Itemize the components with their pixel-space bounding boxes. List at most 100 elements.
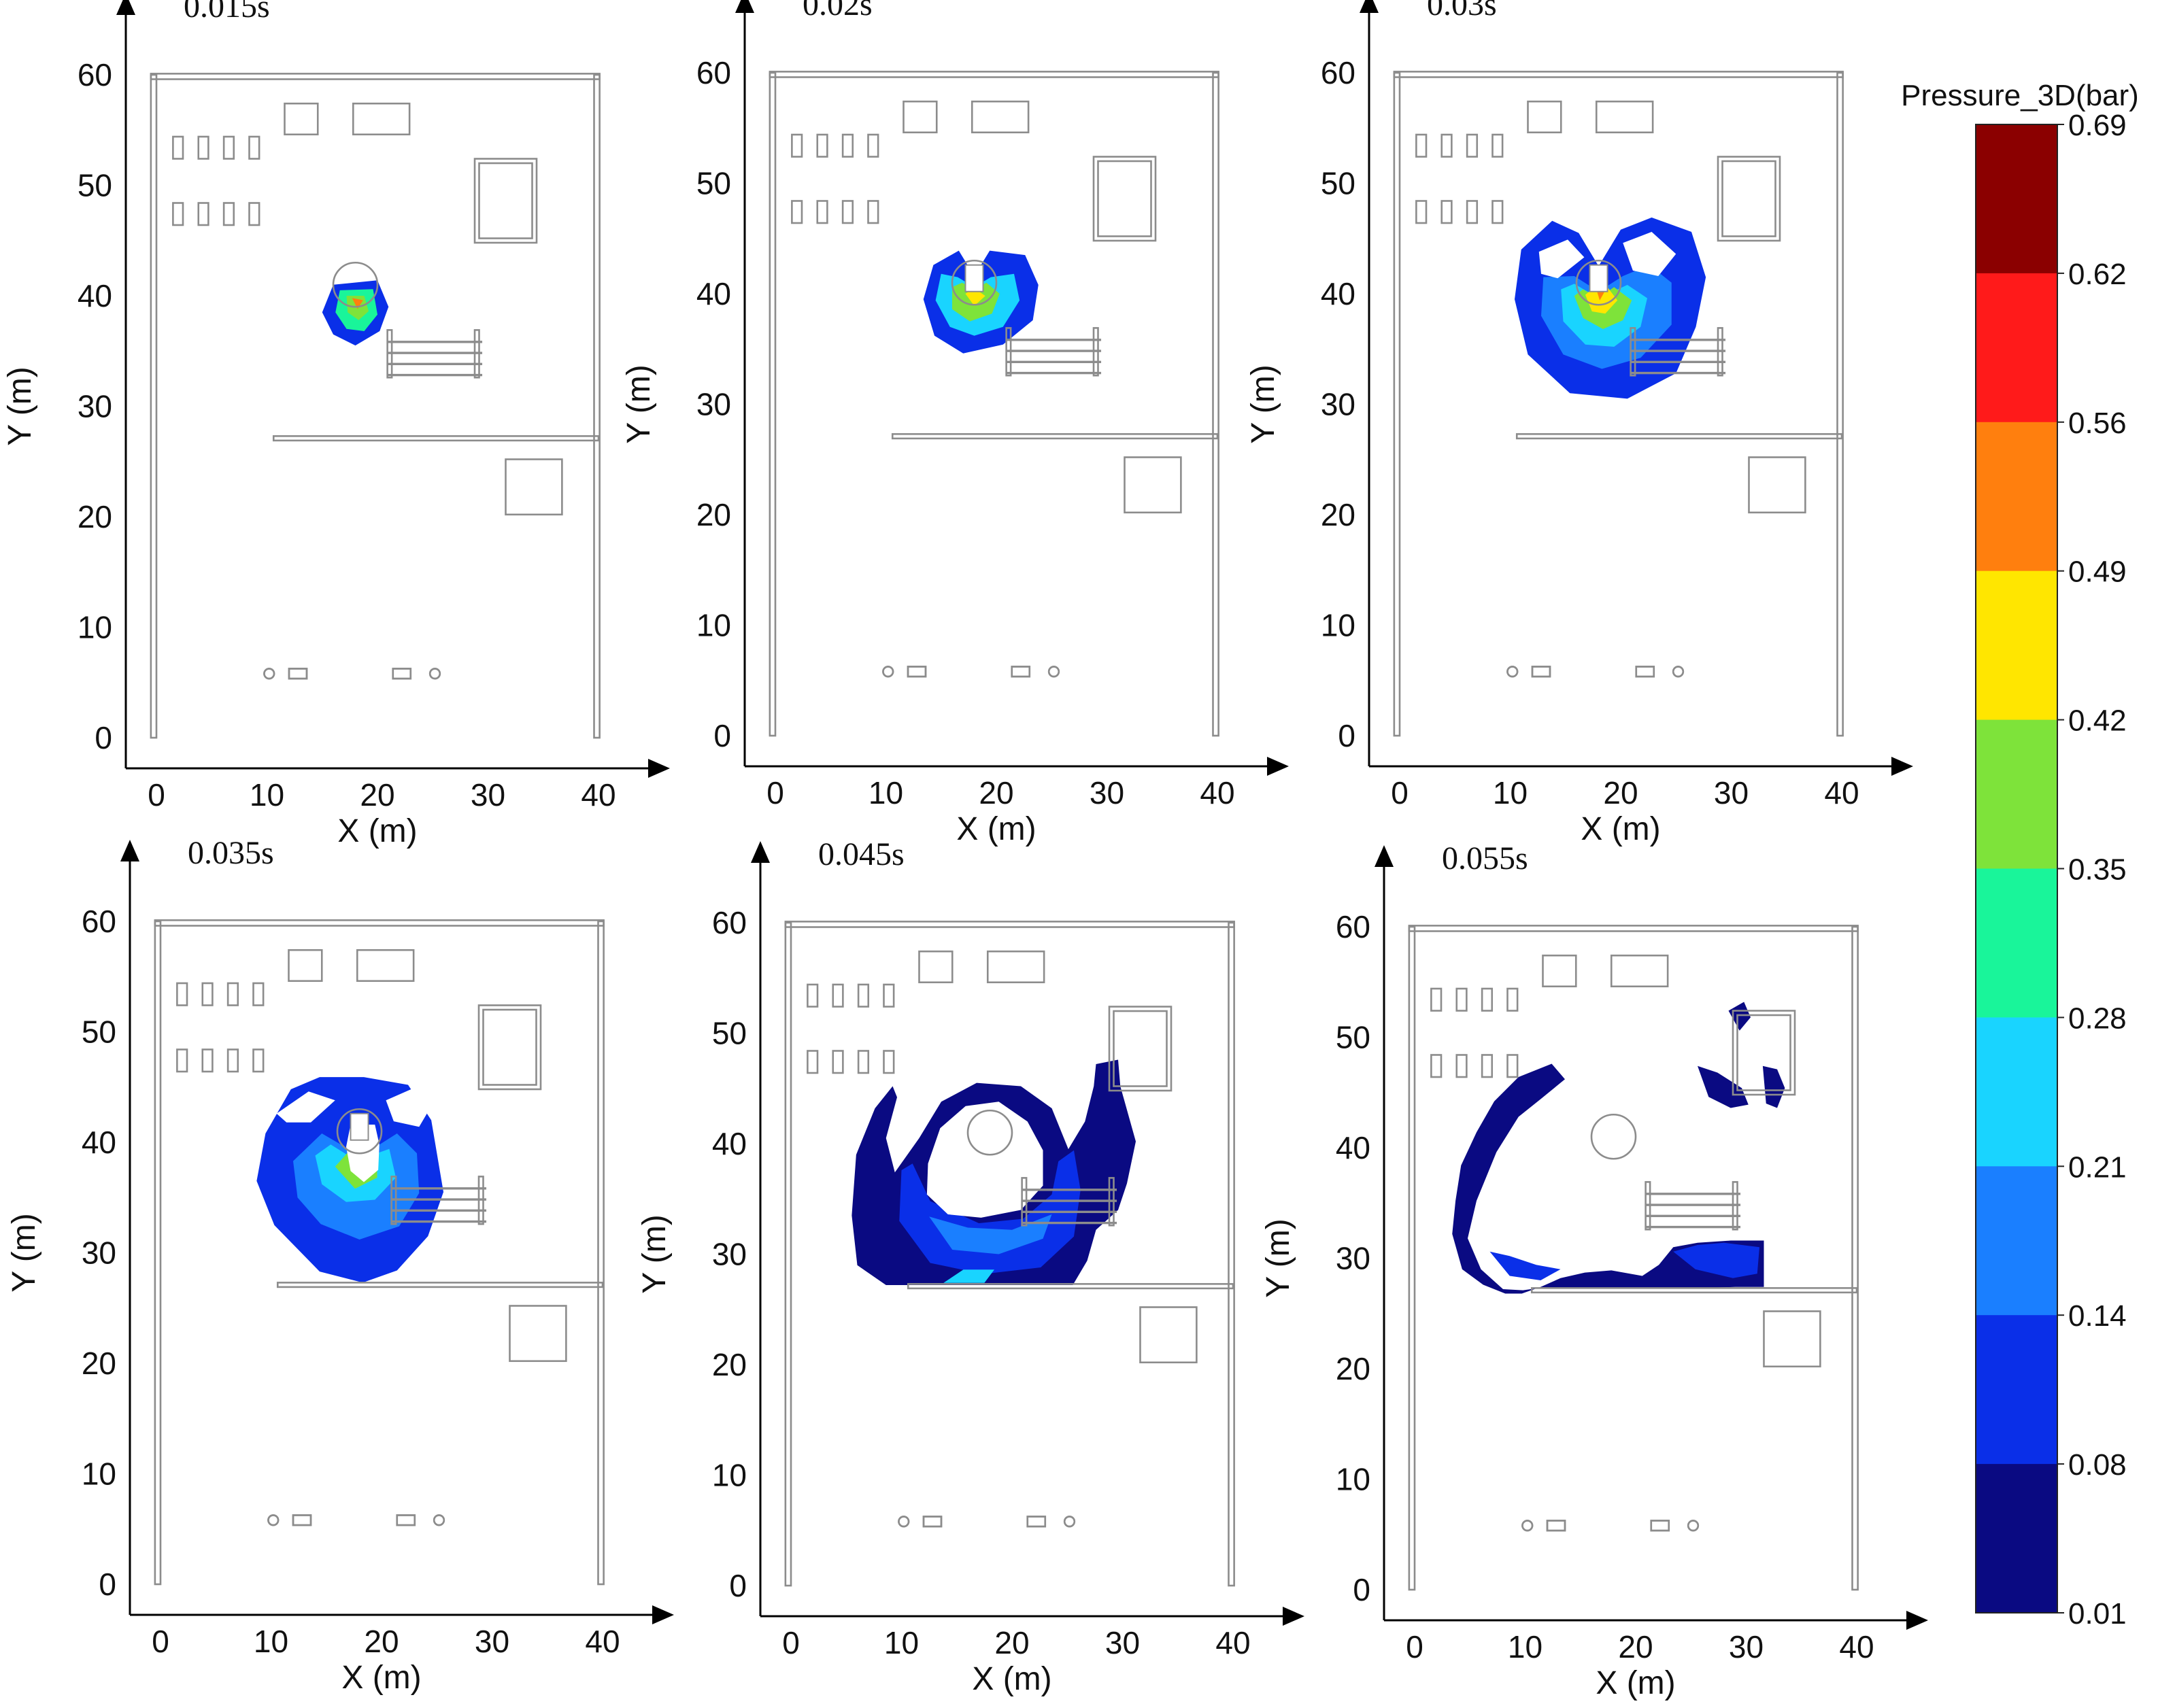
y-tick-label: 50 [1321,166,1355,201]
y-tick-label: 0 [1338,718,1355,753]
small-cell [197,135,209,160]
x-axis-title: X (m) [337,813,417,849]
wall-top [1408,925,1859,932]
wall-left [1393,71,1401,737]
x-tick-label: 30 [475,1624,509,1659]
pressure-band-0.08 [1673,1242,1759,1278]
wall-right [1851,925,1859,1591]
small-cell [816,200,828,224]
x-axis-title: X (m) [341,1660,421,1696]
fixture-box [396,1514,416,1526]
x-tick-label: 10 [884,1625,919,1660]
colorbar-tick-label: 0.08 [2068,1448,2127,1482]
colorbar-tick-label: 0.28 [2068,1002,2127,1035]
rack-post [1021,1177,1028,1227]
fixture-box [288,668,308,680]
small-cell [1430,1054,1443,1078]
y-axis-arrow [116,0,135,15]
y-axis-title: Y (m) [2,366,38,445]
equipment-box [1139,1306,1198,1364]
colorbar-segment [1976,1017,2057,1167]
wall-left [1408,925,1416,1591]
contour-panel: 0 10 20 30 40 0 10 20 30 40 50 60 X (m) Y (m) 0.035s [6,835,674,1696]
y-tick-label: 50 [1336,1020,1370,1055]
partition-wall [1530,1287,1858,1294]
fixture-circle [1672,666,1685,678]
fixture-box [392,668,412,680]
time-label: 0.055s [1442,840,1528,876]
small-cell [841,133,854,158]
y-tick-label: 50 [82,1014,116,1050]
x-tick-label: 20 [360,777,394,813]
pressure-band-0.08 [899,1150,1081,1274]
equipment-cabinet [1092,156,1157,242]
unburnt-region [926,1101,1043,1218]
small-cell [857,1050,870,1074]
pressure-band-0.01 [1728,1002,1751,1031]
fixture-box [907,666,927,678]
ignition-circle [332,261,379,308]
wall-top [769,71,1219,78]
small-cell [201,1048,214,1073]
small-cell [857,983,870,1008]
equipment-box [505,458,563,516]
vent-block [350,1112,369,1141]
x-tick-label: 40 [1200,775,1234,810]
wall-top [150,73,601,80]
y-axis-title: Y (m) [1245,364,1281,443]
fixture-circle [1506,666,1519,678]
x-tick-label: 20 [979,775,1013,810]
small-cell [176,982,188,1006]
y-tick-label: 30 [78,389,112,424]
wall-left [784,921,792,1587]
x-axis-arrow [648,759,670,778]
y-tick-label: 0 [713,718,731,753]
y-tick-label: 40 [78,278,112,313]
y-tick-label: 30 [696,387,731,422]
partition-wall [276,1282,604,1288]
colorbar-tick-label: 0.69 [2068,109,2127,142]
partition-wall [1515,433,1843,440]
time-label: 0.02s [803,0,873,22]
fixture-circle [1521,1520,1534,1532]
rack-bar [391,1220,487,1223]
y-tick-label: 20 [696,497,731,532]
small-cell [1440,133,1453,158]
ignition-circle [951,259,998,306]
equipment-box [1527,100,1562,134]
small-cell [1481,1054,1494,1078]
y-axis-title: Y (m) [637,1214,673,1293]
small-cell [832,983,844,1008]
equipment-box [1748,456,1806,514]
y-tick-label: 20 [712,1347,747,1382]
fixture-box [922,1516,943,1528]
contour-panel: 0 10 20 30 40 0 10 20 30 40 50 60 X (m) Y (m) 0.045s [637,836,1304,1697]
rack-bar [1645,1203,1741,1206]
equipment-box [1610,954,1669,988]
partition-wall [907,1283,1234,1290]
rack-bar [1022,1189,1117,1191]
x-tick-label: 40 [1824,775,1859,810]
y-tick-label: 20 [82,1346,116,1381]
x-tick-label: 40 [581,777,616,813]
x-tick-label: 30 [1105,1625,1140,1660]
rack-bar [1006,349,1102,352]
pressure-band-0.14 [929,1214,1052,1254]
pressure-band-0.42 [965,288,985,306]
contour-panel: 0 10 20 30 40 0 10 20 30 40 50 60 X (m) Y (m) 0.015s [2,0,670,849]
equipment-cabinet-inner [1113,1010,1168,1087]
small-cell [832,1050,844,1074]
equipment-cabinet [1732,1010,1796,1096]
fixture-circle [263,668,275,680]
x-tick-label: 30 [1714,775,1749,810]
x-tick-label: 20 [994,1625,1029,1660]
y-axis-arrow [1375,845,1394,867]
x-tick-label: 10 [1508,1629,1542,1664]
x-axis-title: X (m) [1581,811,1660,847]
fixture-circle [428,668,441,680]
rack-bar [391,1187,487,1190]
equipment-cabinet [1108,1006,1173,1092]
y-tick-label: 0 [99,1567,116,1602]
y-axis-arrow [735,0,754,13]
small-cell [807,983,819,1008]
